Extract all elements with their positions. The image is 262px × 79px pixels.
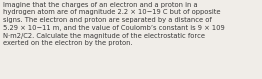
Text: Imagine that the charges of an electron and a proton in a
hydrogen atom are of m: Imagine that the charges of an electron …: [3, 2, 225, 46]
